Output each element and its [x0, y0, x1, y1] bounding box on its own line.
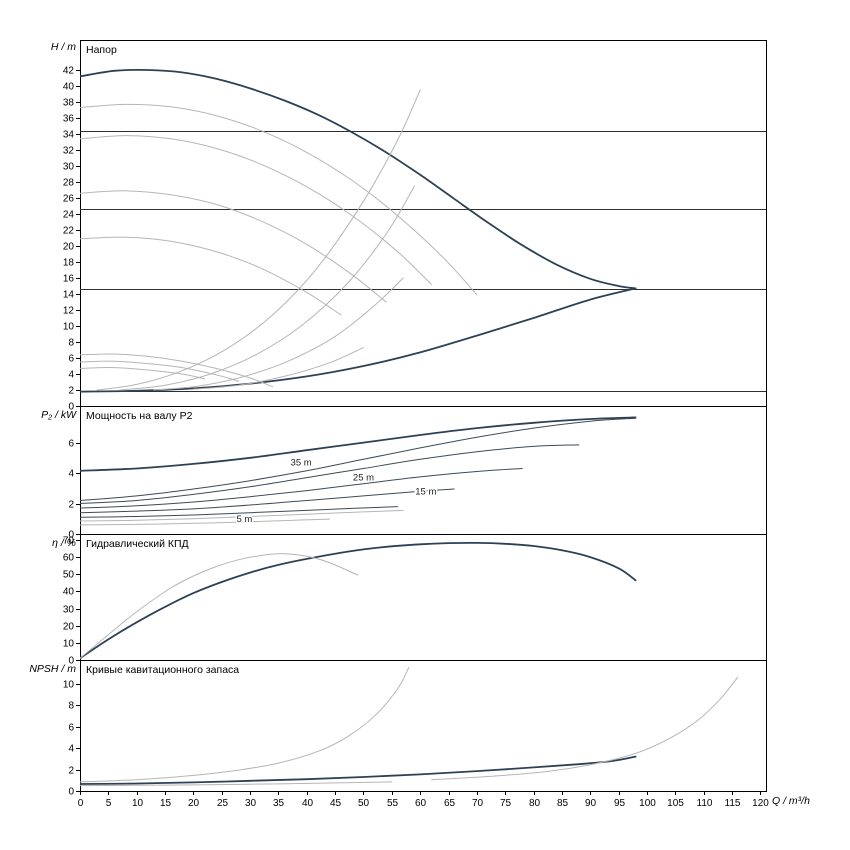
- npsh-axis-label: NPSH / m: [29, 663, 76, 675]
- head-chart: 0 2 4 6 8 10 12 14 16 18 20 22 24 26 28 30 32 34 36 38 40 42: [0, 40, 850, 413]
- svg-text:30: 30: [245, 798, 257, 809]
- svg-text:115: 115: [725, 798, 741, 809]
- power-chart-title: Мощность на валу P2: [86, 410, 193, 422]
- svg-text:24: 24: [63, 210, 75, 221]
- svg-text:55: 55: [387, 798, 399, 809]
- svg-text:40: 40: [63, 587, 75, 598]
- svg-text:15: 15: [160, 798, 172, 809]
- efficiency-axis-label: η / %: [52, 537, 76, 549]
- svg-text:10: 10: [132, 798, 144, 809]
- svg-text:20: 20: [188, 798, 200, 809]
- svg-text:65: 65: [444, 798, 456, 809]
- x-axis-unit-label: Q / m³/h: [772, 795, 810, 807]
- svg-text:18: 18: [63, 258, 75, 269]
- x-axis-canvas: 0 5 10 15 20 25 30 35 40 45 50 55 60 65 70 75 80 85 90 95 10…: [78, 791, 769, 809]
- svg-text:8: 8: [68, 701, 74, 712]
- svg-text:0: 0: [78, 798, 84, 809]
- svg-text:15 m: 15 m: [415, 486, 436, 497]
- svg-text:5: 5: [106, 798, 112, 809]
- power-axis-label: P₂ / kW: [41, 409, 76, 421]
- svg-text:28: 28: [63, 178, 75, 189]
- svg-text:26: 26: [63, 194, 75, 205]
- svg-text:25: 25: [217, 798, 229, 809]
- svg-text:16: 16: [63, 274, 75, 285]
- svg-text:20: 20: [63, 242, 75, 253]
- svg-text:40: 40: [63, 82, 75, 93]
- svg-text:95: 95: [614, 798, 626, 809]
- svg-text:70: 70: [63, 536, 75, 547]
- svg-text:35: 35: [273, 798, 285, 809]
- svg-text:60: 60: [415, 798, 427, 809]
- svg-text:25 m: 25 m: [353, 473, 374, 484]
- x-axis: 0 5 10 15 20 25 30 35 40 45 50 55 60 65 70 75 80 85 90 95 10…: [0, 791, 850, 825]
- svg-text:0: 0: [68, 530, 74, 541]
- svg-text:6: 6: [68, 723, 74, 734]
- svg-text:32: 32: [63, 146, 75, 157]
- svg-text:10: 10: [63, 639, 75, 650]
- svg-text:0: 0: [68, 402, 74, 413]
- svg-text:22: 22: [63, 226, 75, 237]
- svg-text:60: 60: [63, 553, 75, 564]
- efficiency-chart: 0 10 20 30 40 50 60 70: [0, 534, 850, 667]
- svg-text:0: 0: [68, 656, 74, 667]
- svg-text:110: 110: [697, 798, 713, 809]
- svg-text:30: 30: [63, 605, 75, 616]
- efficiency-chart-title: Гидравлический КПД: [86, 538, 189, 550]
- head-axis-label: H / m: [50, 41, 76, 53]
- svg-text:2: 2: [68, 500, 74, 511]
- svg-text:75: 75: [500, 798, 512, 809]
- chart-canvas-3: 0 2 4 6 8 10: [63, 660, 767, 798]
- svg-text:14: 14: [63, 290, 75, 301]
- svg-text:4: 4: [68, 370, 74, 381]
- svg-text:12: 12: [63, 306, 75, 317]
- svg-text:50: 50: [63, 570, 75, 581]
- npsh-chart-title: Кривые кавитационного запаса: [86, 664, 240, 676]
- svg-text:80: 80: [529, 798, 541, 809]
- chart-canvas-2: 0 10 20 30 40 50 60 70: [63, 534, 767, 667]
- svg-text:5 m: 5 m: [236, 514, 252, 525]
- svg-text:6: 6: [68, 354, 74, 365]
- svg-text:45: 45: [330, 798, 342, 809]
- svg-text:4: 4: [68, 744, 74, 755]
- svg-text:2: 2: [68, 766, 74, 777]
- svg-text:34: 34: [63, 130, 75, 141]
- power-chart: 0 2 4 6 35 m 25 m 15 m 5 m: [0, 406, 850, 541]
- svg-text:85: 85: [557, 798, 569, 809]
- svg-text:90: 90: [585, 798, 597, 809]
- svg-text:2: 2: [68, 386, 74, 397]
- svg-text:0: 0: [68, 787, 74, 798]
- svg-text:70: 70: [472, 798, 484, 809]
- svg-text:30: 30: [63, 162, 75, 173]
- svg-text:35 m: 35 m: [291, 457, 312, 468]
- svg-text:42: 42: [63, 66, 75, 77]
- svg-text:10: 10: [63, 680, 75, 691]
- svg-text:120: 120: [752, 798, 769, 809]
- chart-canvas-1: 0 2 4 6 35 m 25 m 15 m 5 m: [68, 406, 767, 541]
- svg-text:38: 38: [63, 98, 75, 109]
- svg-text:100: 100: [639, 798, 656, 809]
- svg-text:105: 105: [667, 798, 684, 809]
- npsh-chart: 0 2 4 6 8 10: [0, 660, 850, 798]
- svg-text:20: 20: [63, 622, 75, 633]
- svg-text:40: 40: [302, 798, 314, 809]
- svg-text:50: 50: [358, 798, 370, 809]
- svg-text:6: 6: [68, 439, 74, 450]
- svg-text:4: 4: [68, 469, 74, 480]
- head-chart-title: Напор: [86, 44, 117, 56]
- svg-text:36: 36: [63, 114, 75, 125]
- svg-text:10: 10: [63, 322, 75, 333]
- svg-text:8: 8: [68, 338, 74, 349]
